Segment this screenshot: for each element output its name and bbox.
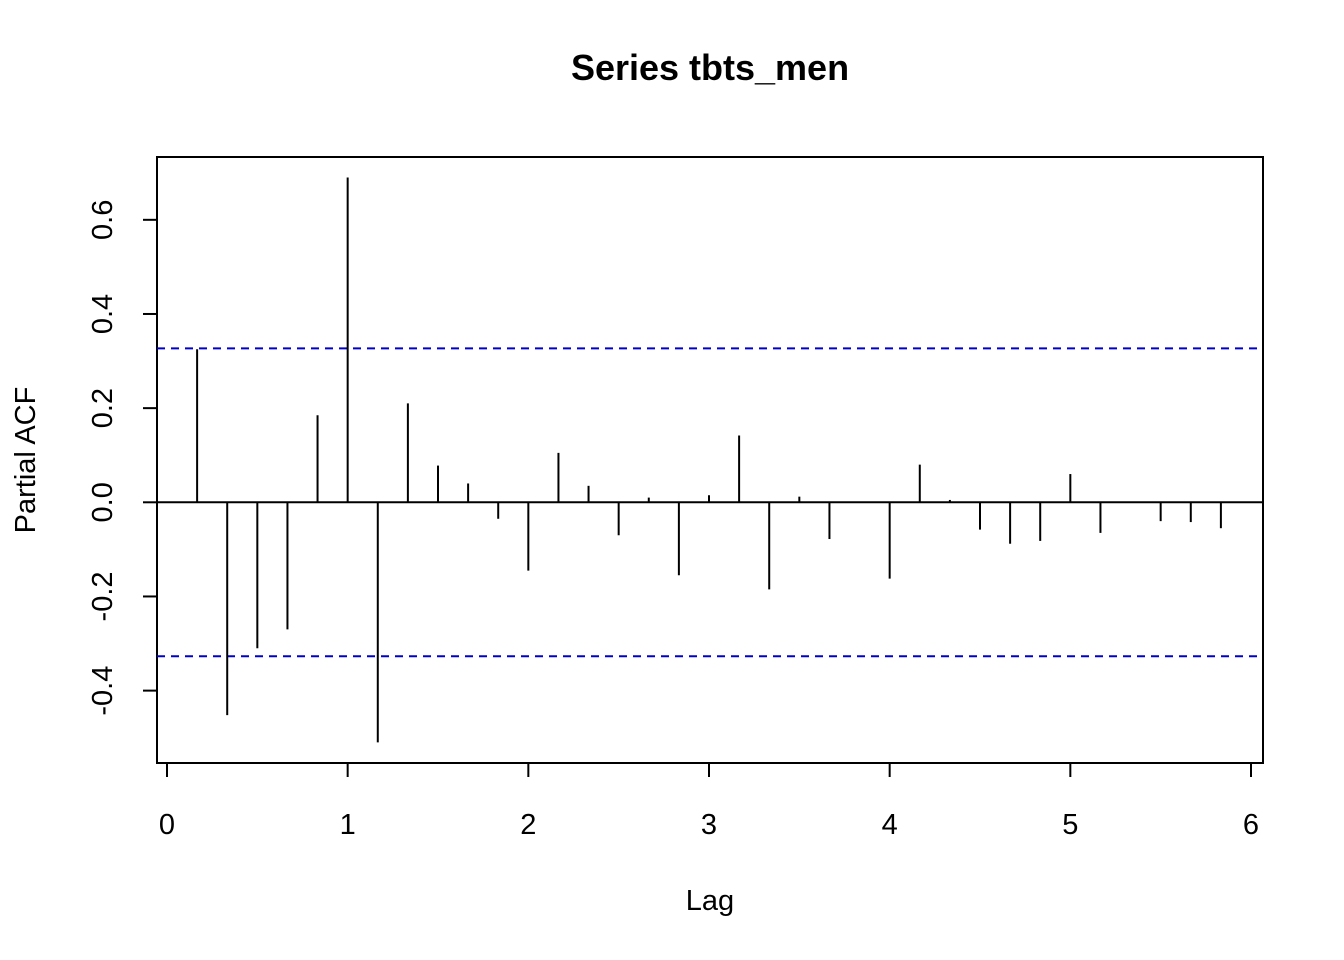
y-axis-label: Partial ACF — [10, 387, 42, 534]
x-tick-label: 2 — [520, 809, 536, 841]
x-tick-label: 0 — [159, 809, 175, 841]
y-tick-label: 0.4 — [87, 294, 119, 334]
y-tick-label: 0.2 — [87, 388, 119, 428]
plot-frame — [156, 156, 1264, 764]
x-tick-label: 6 — [1243, 809, 1259, 841]
confidence-bounds — [157, 347, 1263, 658]
y-tick-label: -0.2 — [87, 571, 119, 621]
y-tick-label: -0.4 — [87, 666, 119, 716]
x-axis: 0 1 2 3 4 5 6 — [159, 762, 1259, 841]
x-tick-label: 1 — [340, 809, 356, 841]
y-axis: -0.4 -0.2 0.0 0.2 0.4 0.6 — [87, 200, 158, 716]
y-tick-label: 0.6 — [87, 200, 119, 240]
x-tick-label: 4 — [882, 809, 898, 841]
y-tick-label: 0.0 — [87, 482, 119, 522]
x-tick-label: 5 — [1062, 809, 1078, 841]
pacf-spikes — [196, 177, 1222, 743]
x-axis-label: Lag — [686, 885, 734, 917]
chart-title: Series tbts_men — [571, 47, 849, 88]
x-tick-label: 3 — [701, 809, 717, 841]
